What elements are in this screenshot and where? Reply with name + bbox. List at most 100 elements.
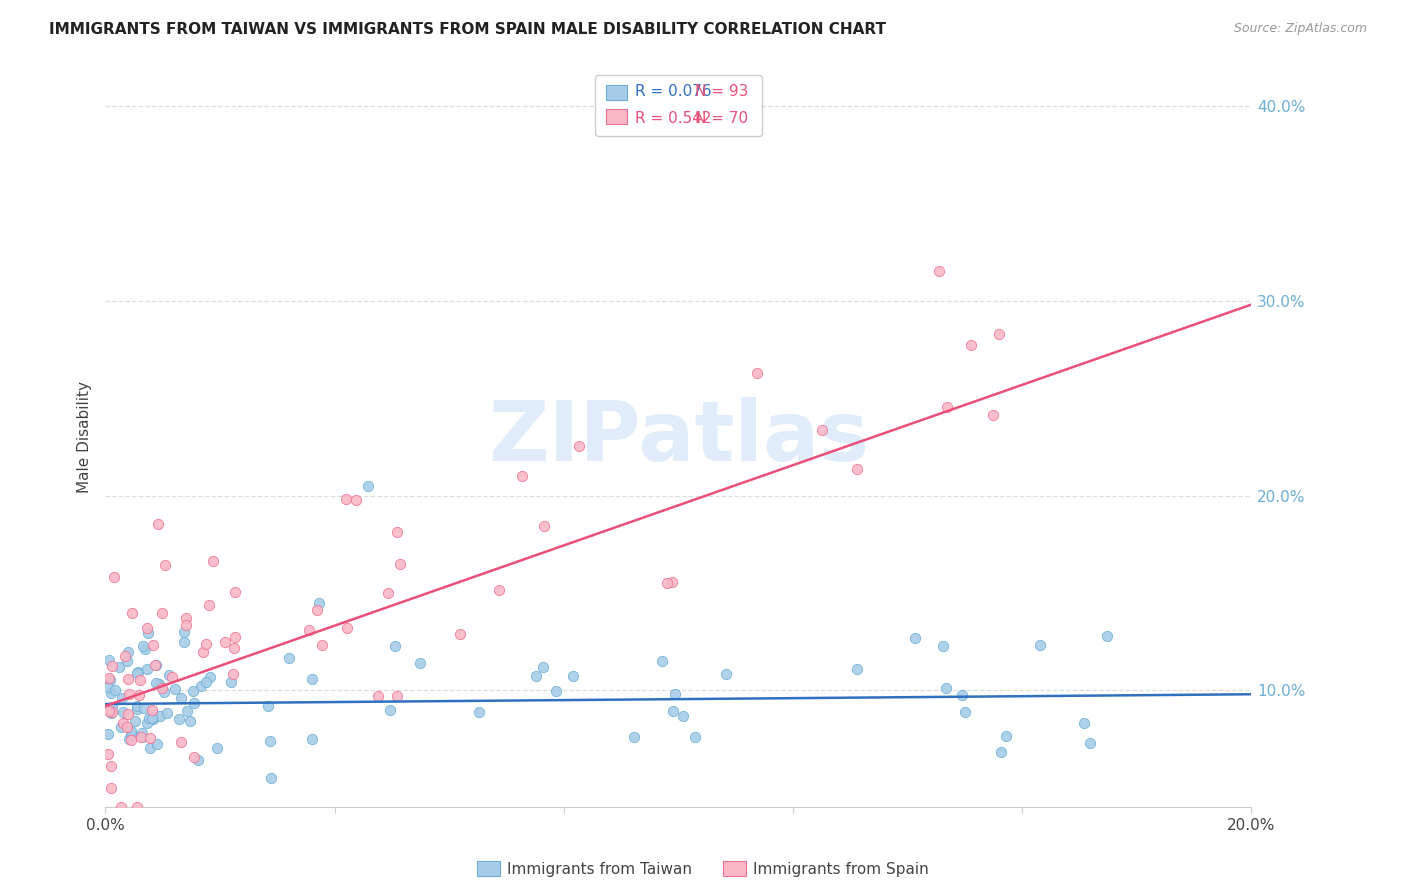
Point — [103, 570, 125, 584]
Point — [1073, 716, 1095, 731]
Point — [546, 683, 568, 698]
Point — [100, 686, 122, 700]
Point — [257, 698, 280, 713]
Point — [114, 648, 136, 663]
Point — [745, 366, 768, 380]
Point — [531, 660, 554, 674]
Point — [125, 666, 148, 681]
Point — [187, 753, 209, 767]
Point — [195, 637, 218, 651]
Point — [120, 727, 142, 741]
Point — [311, 638, 333, 652]
Point — [174, 610, 197, 624]
Point — [181, 683, 204, 698]
Point — [683, 730, 706, 744]
Point — [101, 705, 124, 719]
Point — [150, 606, 173, 620]
Point — [568, 439, 591, 453]
Point — [950, 688, 973, 702]
Point — [845, 462, 868, 476]
Point — [117, 707, 139, 722]
Point — [198, 670, 221, 684]
Point — [623, 730, 645, 744]
Text: Source: ZipAtlas.com: Source: ZipAtlas.com — [1233, 22, 1367, 36]
Point — [987, 326, 1010, 341]
Point — [983, 409, 1005, 423]
Point — [176, 704, 198, 718]
Point — [100, 706, 122, 721]
Point — [148, 676, 170, 690]
Point — [716, 667, 738, 681]
Point — [344, 492, 367, 507]
Point — [127, 699, 149, 714]
Point — [120, 723, 142, 738]
Point — [224, 585, 246, 599]
Point — [138, 711, 160, 725]
Point — [141, 703, 163, 717]
Point — [101, 700, 124, 714]
Point — [139, 731, 162, 745]
Point — [160, 670, 183, 684]
Point — [127, 665, 149, 679]
Point — [378, 703, 401, 717]
Point — [561, 669, 583, 683]
Point — [932, 640, 955, 654]
Point — [173, 635, 195, 649]
Text: ZIPatlas: ZIPatlas — [488, 397, 869, 477]
Point — [131, 730, 153, 744]
Point — [167, 712, 190, 726]
Point — [97, 680, 120, 694]
Point — [278, 650, 301, 665]
Point — [149, 709, 172, 723]
Point — [959, 338, 981, 352]
Point — [811, 423, 834, 437]
Point — [357, 479, 380, 493]
Point — [219, 675, 242, 690]
Point — [97, 747, 120, 761]
Point — [110, 720, 132, 734]
Point — [117, 672, 139, 686]
Point — [935, 681, 957, 695]
Point — [928, 264, 950, 278]
Point — [98, 673, 121, 688]
Point — [995, 729, 1018, 743]
Point — [260, 771, 283, 785]
Point — [301, 732, 323, 747]
Point — [651, 654, 673, 668]
Point — [112, 705, 135, 719]
Point — [108, 660, 131, 674]
Point — [142, 710, 165, 724]
Point — [125, 800, 148, 814]
Point — [904, 631, 927, 645]
Point — [367, 689, 389, 703]
Point — [1095, 629, 1118, 643]
Point — [115, 654, 138, 668]
Point — [308, 596, 330, 610]
Point — [129, 731, 152, 745]
Text: N = 70: N = 70 — [695, 112, 748, 127]
Point — [936, 400, 959, 414]
Point — [136, 625, 159, 640]
Point — [127, 702, 149, 716]
Point — [179, 714, 201, 728]
Point — [1078, 736, 1101, 750]
Point — [377, 586, 399, 600]
Point — [191, 645, 214, 659]
Point — [387, 689, 409, 703]
Point — [143, 657, 166, 672]
Point — [120, 733, 142, 747]
Point — [990, 745, 1012, 759]
Point — [170, 734, 193, 748]
Point — [524, 668, 547, 682]
Point — [190, 679, 212, 693]
Point — [183, 750, 205, 764]
Point — [335, 492, 357, 507]
Point — [198, 599, 221, 613]
Point — [139, 740, 162, 755]
Text: IMMIGRANTS FROM TAIWAN VS IMMIGRANTS FROM SPAIN MALE DISABILITY CORRELATION CHAR: IMMIGRANTS FROM TAIWAN VS IMMIGRANTS FRO… — [49, 22, 886, 37]
Point — [449, 626, 471, 640]
Point — [163, 681, 186, 696]
Point — [118, 687, 141, 701]
Legend: placeholder_tw, placeholder_sp: placeholder_tw, placeholder_sp — [595, 75, 762, 136]
Point — [141, 711, 163, 725]
